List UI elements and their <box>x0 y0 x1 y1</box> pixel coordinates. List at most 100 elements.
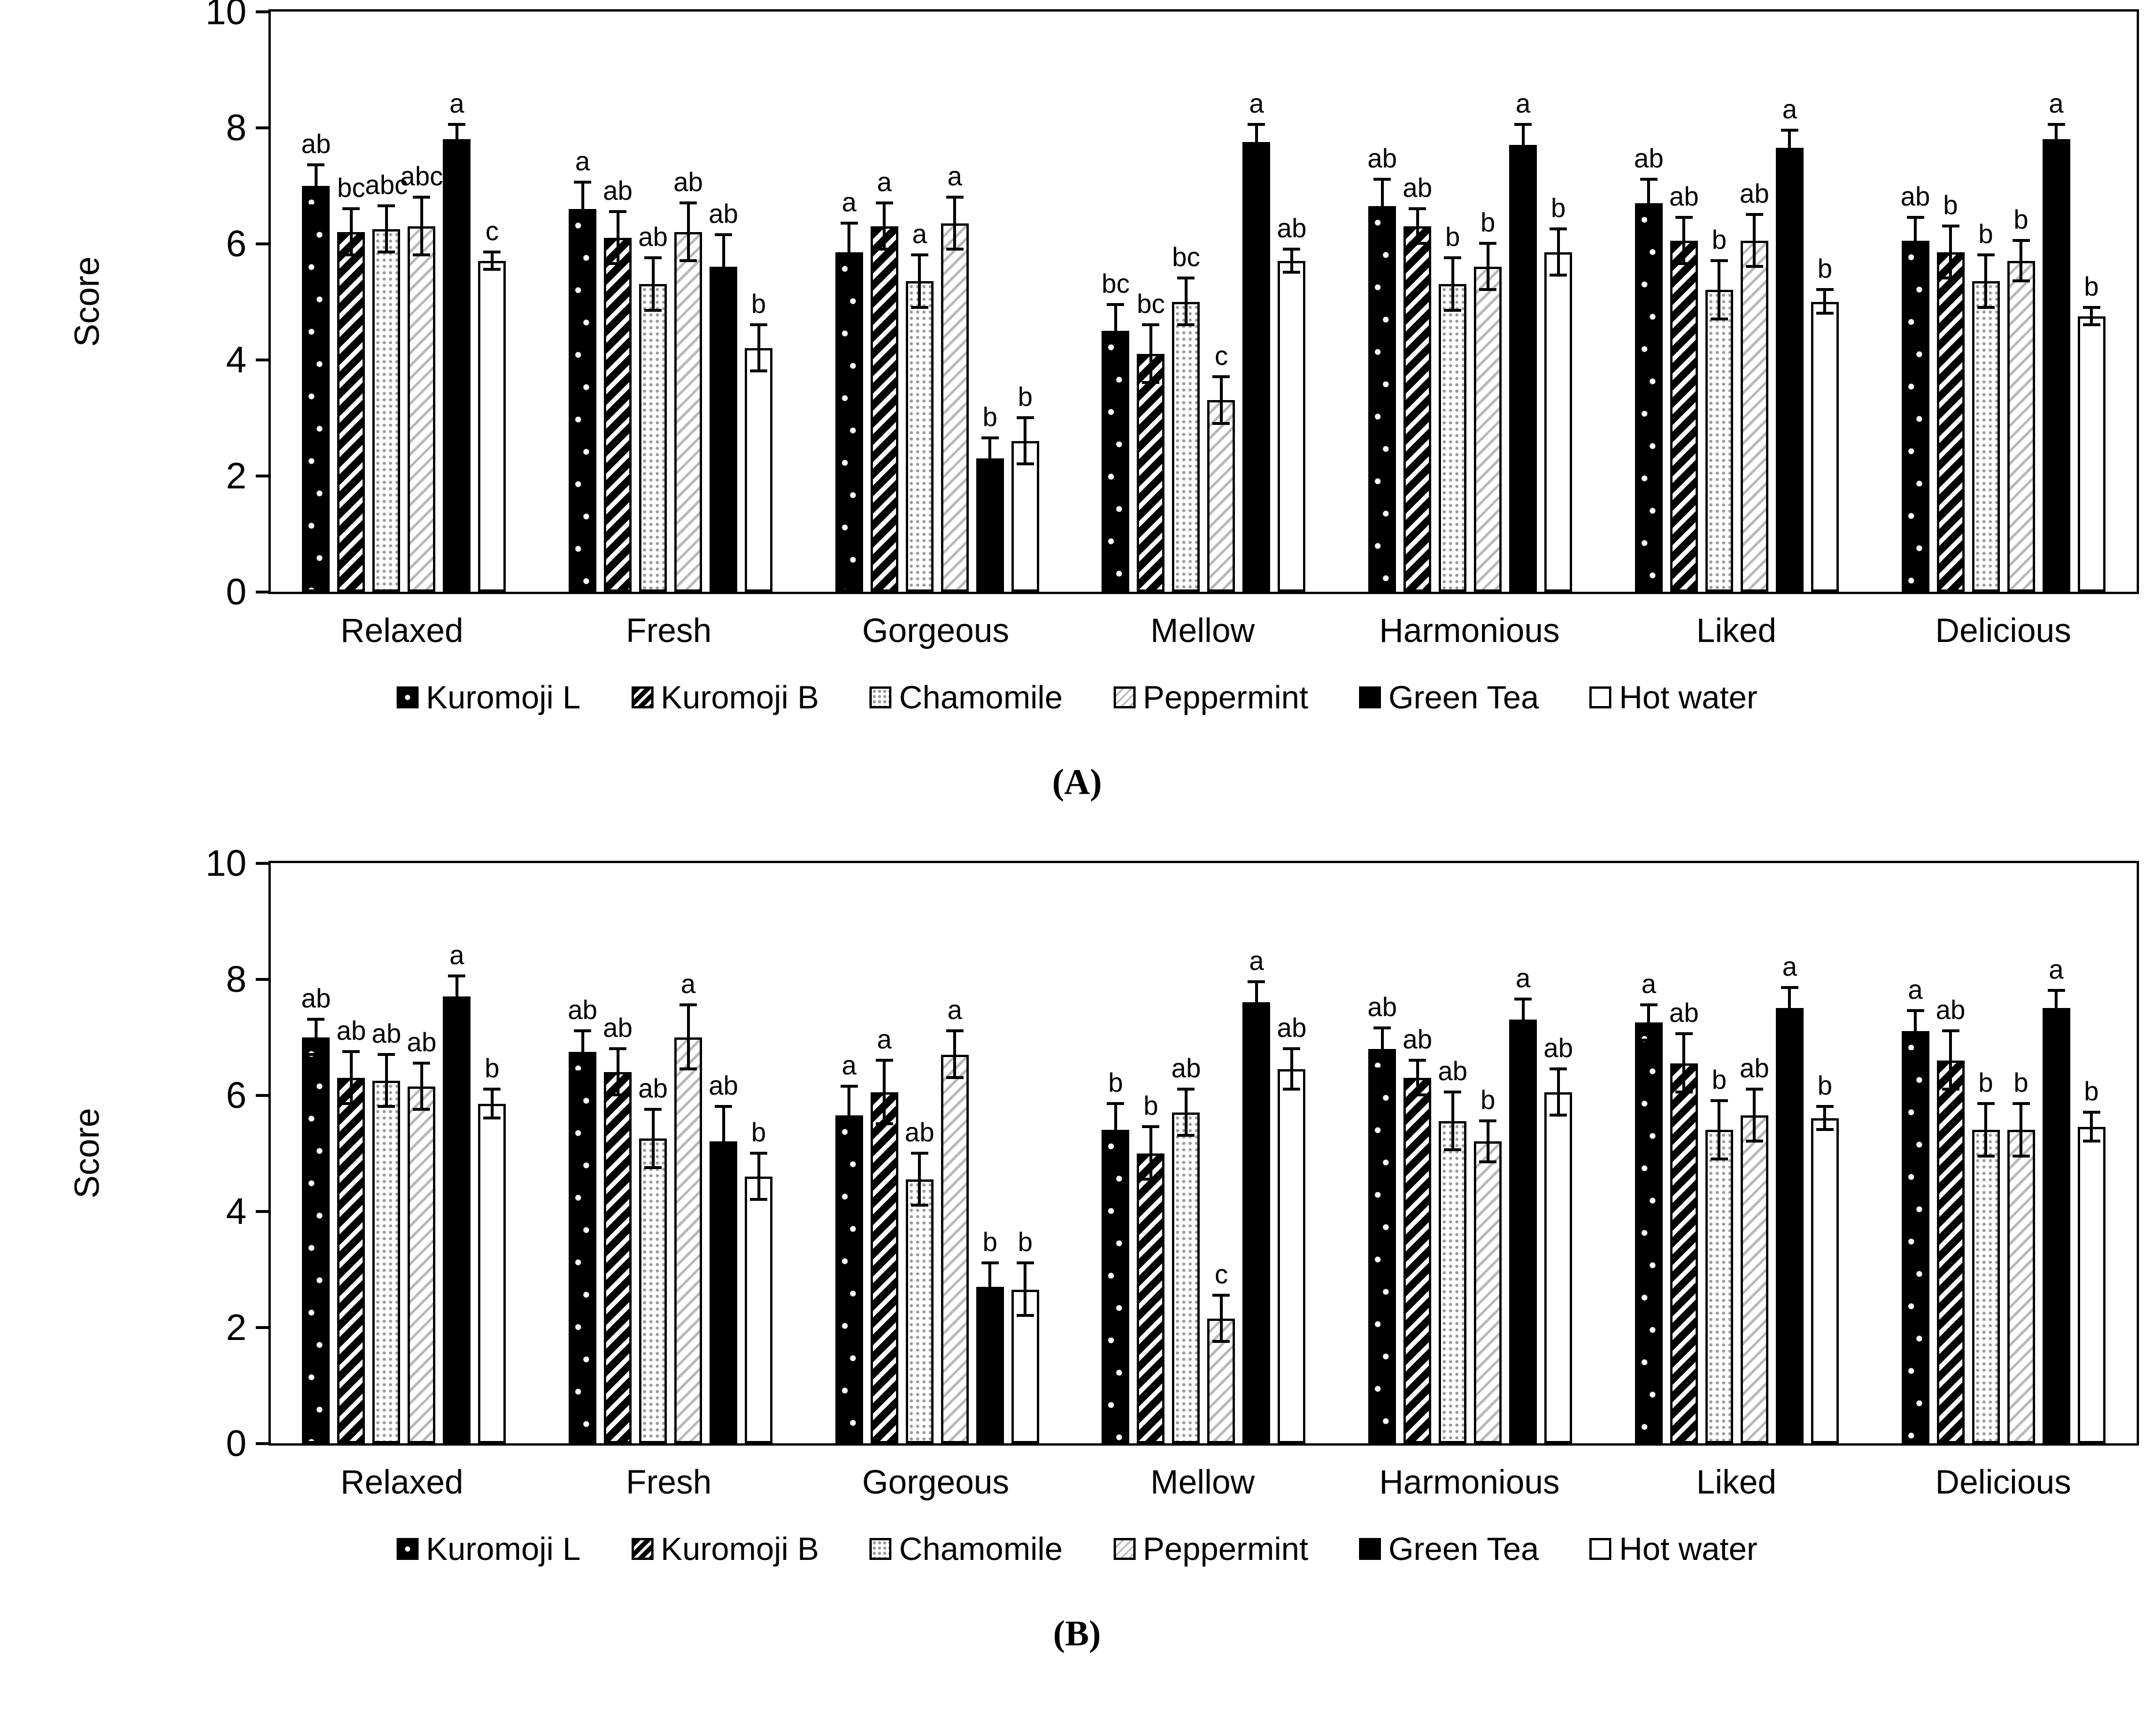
bar-hot-water <box>2077 316 2106 592</box>
error-bar-cap-top <box>378 1052 395 1056</box>
bar-green-tea <box>2042 139 2070 592</box>
category-label-harmonious: Harmonious <box>1379 1464 1560 1501</box>
bar-kuromoji-b <box>1936 252 1965 592</box>
bar-cell: b <box>2077 12 2106 592</box>
bar-cell: ab <box>301 863 331 1443</box>
bar-cell: b <box>1544 12 1573 592</box>
significance-letter: b <box>982 1227 998 1257</box>
error-bar-line <box>1521 124 1525 166</box>
bar-kuromoji-b <box>1936 1060 1965 1443</box>
significance-letter: ab <box>1669 998 1699 1028</box>
error-bar-line <box>1114 1104 1117 1156</box>
error-bar-cap-top <box>750 323 768 326</box>
error-bar-cap-bottom <box>574 1070 592 1073</box>
error-bar-line <box>1788 130 1791 166</box>
bar-cell: a <box>1901 863 1929 1443</box>
error-bar-line <box>1451 258 1454 311</box>
bar-cell: b <box>1137 863 1165 1443</box>
error-bar-cap-top <box>1675 1032 1693 1036</box>
bar-cell: b <box>976 12 1004 592</box>
error-bar-line <box>1682 1034 1686 1092</box>
error-bar-cap-top <box>1142 323 1160 326</box>
error-bar-cap-bottom <box>1283 1087 1301 1091</box>
error-bar-line <box>616 1048 619 1095</box>
significance-letter: b <box>1143 1091 1159 1121</box>
bar-peppermint <box>1740 240 1768 592</box>
y-tick-mark <box>256 10 268 13</box>
error-bar-cap-top <box>946 1029 964 1033</box>
significance-letter: bc <box>1137 288 1165 319</box>
bar-chamomile <box>1705 290 1733 592</box>
error-bar-line <box>314 1020 318 1055</box>
bar-cell: a <box>2042 12 2070 592</box>
legend-label: Kuromoji B <box>660 1530 819 1567</box>
bar-cell: a <box>2042 863 2070 1443</box>
y-tick-mark <box>256 1209 268 1213</box>
error-bar-cap-top <box>1142 1125 1160 1129</box>
category-label-liked: Liked <box>1696 612 1776 649</box>
bar-green-tea <box>1509 145 1537 592</box>
error-bar-cap-top <box>715 233 733 236</box>
bar-cell: ab <box>337 863 366 1443</box>
bar-cell: ab <box>1739 12 1769 592</box>
bar-peppermint <box>674 232 703 592</box>
y-axis-title-text: Score <box>67 256 106 347</box>
bar-green-tea <box>1509 1020 1537 1443</box>
significance-letter: ab <box>371 1018 401 1048</box>
error-bar-line <box>1556 229 1560 276</box>
y-tick: 2 <box>173 1309 268 1346</box>
y-tick-label: 6 <box>226 223 247 264</box>
bar-hot-water <box>745 1176 773 1443</box>
error-bar-line <box>848 223 851 282</box>
error-bar-cap-top <box>1107 303 1125 306</box>
bar-cell: ab <box>1277 12 1306 592</box>
error-bar-line <box>1114 304 1117 357</box>
bar-chamomile <box>372 1080 401 1443</box>
error-bar-line <box>651 1110 655 1168</box>
significance-letter: ab <box>708 198 738 229</box>
category-label-delicious: Delicious <box>1935 1464 2071 1501</box>
error-bar-cap-bottom <box>1212 1340 1230 1343</box>
bar-cell: ab <box>1634 12 1663 592</box>
bar-group-delicious: a ab b b a b <box>1901 863 2106 1443</box>
bar-cell: a <box>674 863 703 1443</box>
y-tick: 8 <box>173 961 268 998</box>
significance-letter: ab <box>1739 1052 1770 1083</box>
error-bar-line <box>1024 1263 1027 1316</box>
significance-letter: b <box>1017 1227 1033 1257</box>
error-bar-line <box>757 1153 760 1200</box>
error-bar-cap-top <box>875 201 893 204</box>
significance-letter: b <box>1978 219 1994 249</box>
bar-kuromoji-b <box>1670 1063 1698 1443</box>
significance-letter: b <box>1712 225 1727 255</box>
significance-letter: b <box>751 288 766 319</box>
bar-kuromoji-l <box>1901 240 1929 592</box>
error-bar-cap-bottom <box>1675 262 1693 266</box>
error-bar-line <box>1823 290 1827 313</box>
significance-letter: ab <box>1367 143 1397 174</box>
bar-cell: ab <box>1171 863 1201 1443</box>
bar-cell: b <box>2077 863 2106 1443</box>
bar-cell: ab <box>905 863 934 1443</box>
error-bar-cap-bottom <box>840 279 858 283</box>
bar-cell: b <box>1972 863 2000 1443</box>
legend-swatch-green-tea <box>1359 1537 1381 1560</box>
category-label-fresh: Fresh <box>626 612 712 649</box>
error-bar-cap-bottom <box>1550 1114 1567 1117</box>
error-bar-cap-top <box>1942 1029 1959 1033</box>
significance-letter: b <box>982 401 998 432</box>
error-bar-cap-top <box>910 253 928 257</box>
y-tick-mark <box>256 242 268 245</box>
legend-swatch-hot-water <box>1589 686 1612 708</box>
error-bar-cap-bottom <box>1016 1313 1034 1317</box>
y-tick-mark <box>256 1442 268 1445</box>
bar-cell: a <box>569 12 597 592</box>
significance-letter: abc <box>400 160 443 191</box>
bar-chamomile <box>1972 1130 2000 1443</box>
significance-letter: b <box>1480 207 1495 237</box>
y-tick: 4 <box>173 341 268 378</box>
significance-letter: a <box>1782 94 1797 125</box>
error-bar-cap-bottom <box>307 1052 325 1056</box>
error-bar-line <box>988 438 992 479</box>
